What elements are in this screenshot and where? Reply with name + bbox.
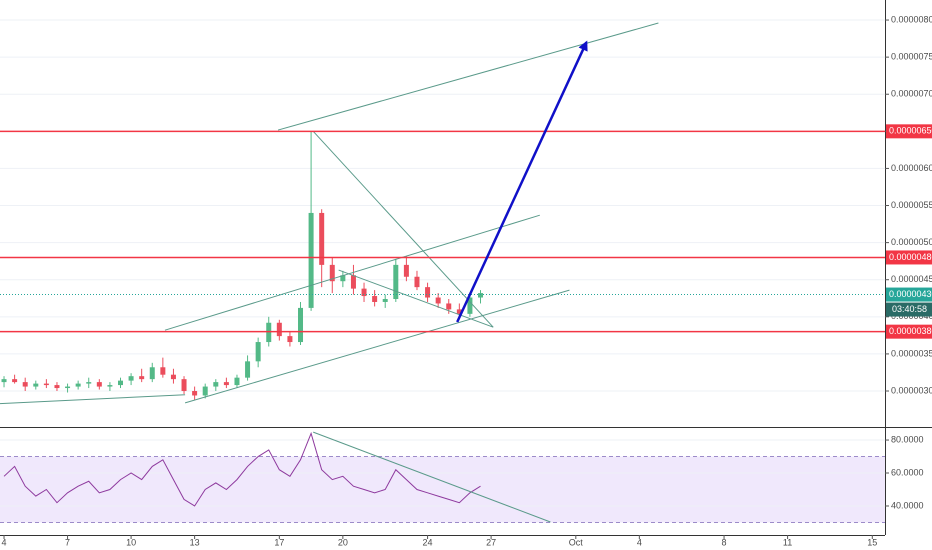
candle-body: [298, 307, 304, 343]
candle-body: [128, 376, 134, 381]
candle-body: [245, 361, 251, 378]
trend-line: [184, 289, 570, 404]
price-label: 0.00000430: [889, 289, 932, 299]
x-tick-label: 13: [190, 537, 200, 547]
candle-body: [213, 382, 219, 387]
candle-body: [255, 342, 261, 362]
candle-body: [414, 276, 420, 288]
price-label: 0.00000480: [889, 252, 932, 262]
candle-body: [149, 367, 155, 380]
candle-body: [446, 303, 452, 310]
candle-body: [403, 264, 409, 277]
candle-body: [22, 382, 28, 387]
candle-body: [276, 322, 282, 337]
candle-body: [340, 275, 346, 282]
candle-body: [160, 367, 166, 375]
candle-body: [223, 382, 229, 386]
candle-body: [287, 336, 293, 343]
candle-body: [393, 264, 399, 300]
y-tick-label: 60.0000: [891, 467, 924, 477]
candle-body: [382, 299, 388, 302]
x-tick-label: 15: [867, 537, 877, 547]
candle-body: [75, 383, 81, 387]
candle-body: [192, 391, 198, 396]
candle-body: [329, 264, 335, 282]
candle-body: [33, 383, 39, 387]
candle-body: [139, 376, 145, 380]
trend-line: [0, 394, 186, 405]
candle-body: [65, 386, 71, 389]
trend-line: [338, 269, 494, 328]
x-tick-label: 27: [486, 537, 496, 547]
x-tick-label: 10: [126, 537, 136, 547]
candle-body: [43, 383, 49, 386]
candle-body: [1, 379, 7, 383]
y-tick-label: 80.0000: [891, 434, 924, 444]
trend-line: [164, 214, 540, 331]
candle-body: [435, 297, 441, 304]
rsi-band: [0, 456, 885, 523]
x-tick-label: 8: [722, 537, 727, 547]
candle-body: [202, 386, 208, 396]
trend-line: [313, 431, 551, 523]
candle-body: [350, 275, 356, 289]
candle-body: [12, 379, 18, 383]
candle-body: [86, 382, 92, 384]
price-label-box: [886, 287, 932, 302]
x-tick-label: 20: [338, 537, 348, 547]
candle-body: [117, 380, 123, 386]
y-tick-label: 40.0000: [891, 500, 924, 510]
price-label-box: [886, 124, 932, 139]
candle-body: [319, 212, 325, 265]
arrow: [456, 40, 588, 323]
x-tick-label: 17: [274, 537, 284, 547]
trend-line: [277, 22, 659, 131]
candle-body: [467, 297, 473, 314]
countdown: 03:40:58: [892, 304, 927, 314]
candle-body: [234, 377, 240, 386]
x-tick-label: Oct: [569, 537, 584, 547]
candle-body: [54, 385, 60, 389]
candle-body: [308, 212, 314, 308]
x-tick-label: 24: [423, 537, 433, 547]
x-tick-label: 4: [2, 537, 7, 547]
countdown-box: [886, 302, 932, 317]
x-tick-label: 4: [637, 537, 642, 547]
candle-body: [96, 382, 102, 387]
price-label-box: [886, 324, 932, 339]
candle-body: [425, 287, 431, 298]
price-label: 0.00000650: [889, 126, 932, 136]
x-tick-label: 11: [783, 537, 792, 547]
candle-body: [107, 385, 113, 387]
price-label: 0.00000380: [889, 326, 932, 336]
x-tick-label: 7: [65, 537, 70, 547]
candle-body: [456, 309, 462, 314]
trend-line: [312, 130, 494, 328]
candle-body: [170, 374, 176, 380]
candle-body: [361, 288, 367, 297]
rsi-line: [3, 431, 481, 507]
candle-body: [372, 296, 378, 302]
candle-body: [181, 379, 187, 392]
candle-body: [478, 293, 484, 298]
price-label-box: [886, 250, 932, 265]
